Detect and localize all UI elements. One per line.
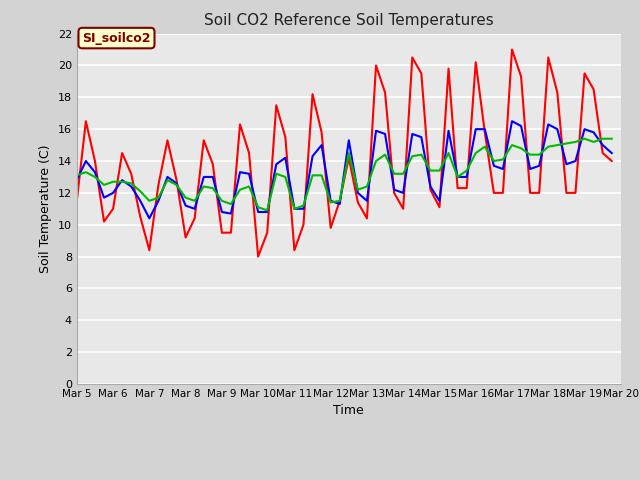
Ref_ST -16cm [417, 71, 425, 76]
Ref_ST -16cm [264, 230, 271, 236]
Ref_ST -8cm [608, 150, 616, 156]
Ref_ST -2cm [264, 207, 271, 213]
Ref_ST -16cm [608, 158, 616, 164]
Ref_ST -2cm [254, 204, 262, 210]
Ref_ST -8cm [264, 209, 271, 215]
Ref_ST -8cm [218, 209, 226, 215]
Ref_ST -16cm [227, 230, 235, 236]
Ref_ST -2cm [227, 201, 235, 207]
Ref_ST -16cm [73, 198, 81, 204]
Ref_ST -8cm [417, 134, 425, 140]
Ref_ST -16cm [209, 161, 216, 167]
Ref_ST -2cm [580, 136, 588, 142]
Y-axis label: Soil Temperature (C): Soil Temperature (C) [39, 144, 52, 273]
Ref_ST -2cm [417, 152, 425, 157]
Ref_ST -2cm [209, 185, 216, 191]
Ref_ST -8cm [145, 216, 153, 221]
Ref_ST -2cm [73, 172, 81, 178]
Ref_ST -8cm [254, 209, 262, 215]
Ref_ST -16cm [508, 47, 516, 52]
Line: Ref_ST -8cm: Ref_ST -8cm [77, 121, 612, 218]
Title: Soil CO2 Reference Soil Temperatures: Soil CO2 Reference Soil Temperatures [204, 13, 493, 28]
Ref_ST -16cm [164, 137, 172, 143]
Ref_ST -16cm [245, 150, 253, 156]
Ref_ST -2cm [164, 177, 172, 183]
Ref_ST -8cm [236, 169, 244, 175]
Ref_ST -8cm [508, 119, 516, 124]
Line: Ref_ST -16cm: Ref_ST -16cm [77, 49, 612, 257]
X-axis label: Time: Time [333, 405, 364, 418]
Ref_ST -2cm [245, 184, 253, 190]
Text: SI_soilco2: SI_soilco2 [83, 32, 151, 45]
Ref_ST -2cm [608, 136, 616, 142]
Ref_ST -8cm [73, 177, 81, 183]
Ref_ST -16cm [254, 254, 262, 260]
Ref_ST -8cm [173, 180, 180, 186]
Line: Ref_ST -2cm: Ref_ST -2cm [77, 139, 612, 210]
